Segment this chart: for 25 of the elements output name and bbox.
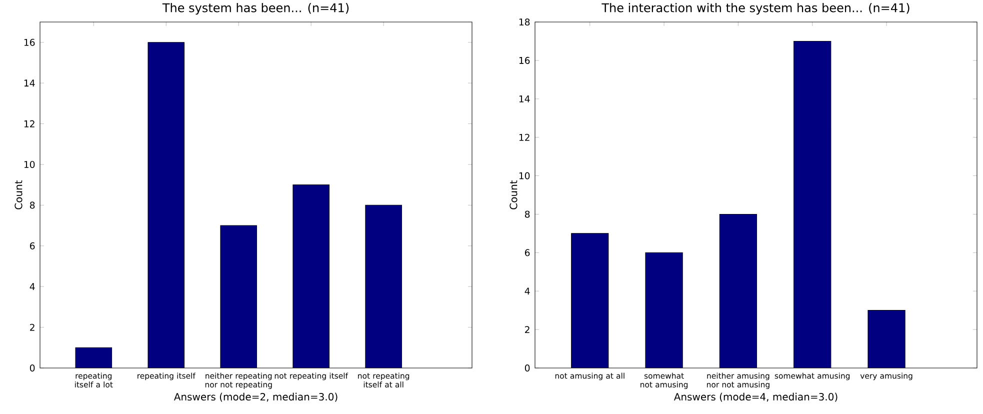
y-tick-label: 14 [24, 80, 35, 86]
y-tick-label: 14 [519, 95, 530, 102]
y-tick-label: 2 [30, 324, 34, 331]
y-tick-label: 0 [30, 364, 35, 372]
y-tick-label: 4 [30, 283, 35, 290]
y-tick-label: 8 [30, 202, 35, 209]
y-tick-label: 0 [524, 364, 530, 372]
y-tick-label: 18 [519, 18, 530, 26]
y-tick-label: 2 [525, 326, 530, 334]
y-tick-label: 4 [524, 288, 530, 294]
y-tick-label: 10 [519, 172, 530, 180]
chart-title: The interaction with the system has been... (n=41) [602, 3, 910, 15]
y-tick-label: 6 [30, 242, 35, 250]
y-tick-label: 10 [24, 160, 35, 168]
y-tick-label: 16 [24, 38, 35, 46]
y-tick-label: 8 [524, 210, 530, 218]
x-axis-title: Answers (mode=2, median=3.0) [174, 392, 338, 402]
y-tick-label: 12 [519, 134, 530, 141]
y-tick-label: 16 [519, 56, 530, 64]
x-axis-title: Answers (mode=4, median=3.0) [674, 392, 838, 402]
y-axis-title: Count [14, 180, 22, 210]
chart-title: The system has been... (n=41) [162, 3, 349, 15]
y-tick-label: 12 [24, 120, 34, 128]
y-axis-title: Count [510, 180, 518, 210]
y-tick-label: 6 [525, 249, 530, 256]
